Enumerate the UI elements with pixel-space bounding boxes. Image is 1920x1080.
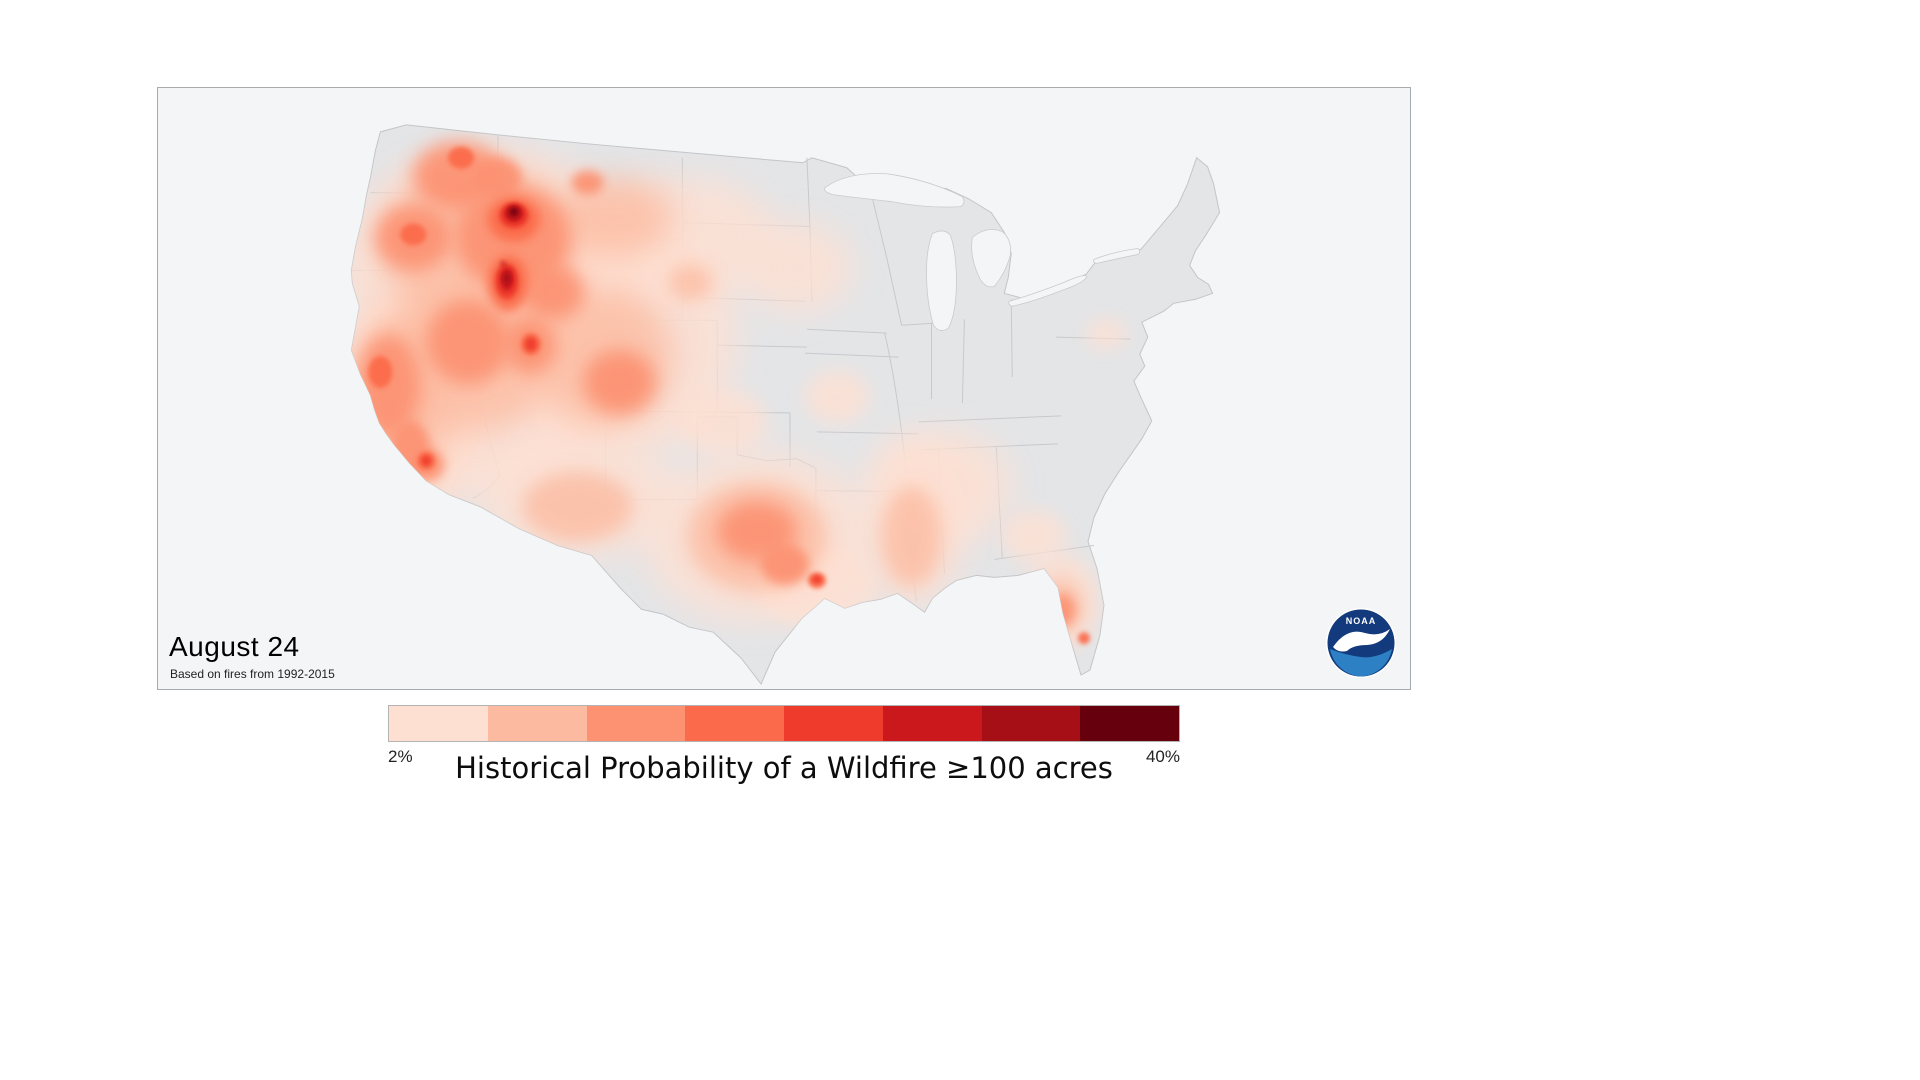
noaa-seagull-icon [1333,629,1390,652]
heat-blob-south-florida [1078,632,1090,645]
heat-blob-idaho-dot [500,261,505,266]
heat-blob-florida-central [1039,578,1084,635]
colorbar-segment [1080,706,1179,741]
colorbar-segment [981,706,1081,741]
heat-blob-colorado [583,350,656,414]
heat-blob-central-utah-core [524,337,537,352]
heat-blob-montana [552,177,673,258]
heat-blob-black-hills [668,264,713,301]
heat-blob-north-cascades [448,146,475,169]
date-label: August 24 [169,631,300,662]
heat-blob-nevada [426,300,510,385]
heat-blob-arkansas [881,486,942,587]
colorbar-segment [586,706,686,741]
colorbar-segment [882,706,982,741]
heat-blob-new-jersey [1085,319,1126,350]
heat-blob-georgia [1002,510,1067,563]
legend: 2% 40% Historical Probability of a Wildf… [388,705,1180,785]
heat-blob-missouri [804,371,869,423]
lake-superior [824,173,965,208]
map-panel: August 24 Based on fires from 1992-2015 … [157,87,1411,690]
colorbar-segment [389,706,488,741]
noaa-logo: NOAA [1326,608,1396,678]
lake-michigan [926,230,957,331]
heat-blob-central-texas [761,544,809,585]
heat-blob-idaho-montana-darkest [510,208,518,216]
legend-title: Historical Probability of a Wildfire ≥10… [455,751,1113,785]
heat-blob-mendocino [368,356,393,389]
lake-ontario [1093,248,1141,264]
heat-blob-san-diego-core [421,455,432,466]
heat-blob-dakotas [742,222,852,313]
lake-erie [1008,275,1088,307]
source-note: Based on fires from 1992-2015 [170,667,335,681]
wildfire-probability-heat-layer [351,141,1126,650]
noaa-logo-text: NOAA [1346,616,1377,626]
heat-blob-idaho-panhandle [474,157,522,198]
colorbar-segment [487,706,587,741]
heat-blob-central-idaho-darker [502,272,511,285]
heat-blob-southeast-idaho [520,264,585,321]
heat-blob-texas-gulf-core [811,575,822,584]
legend-min-label: 2% [388,747,413,766]
heat-blob-kansas [677,389,768,454]
colorbar-segment [685,706,784,741]
lake-huron [971,229,1011,288]
heat-blob-central-oregon [400,223,427,246]
colorbar [388,705,1180,742]
heat-blob-northern-montana [571,170,604,195]
us-wildfire-map [350,124,1221,685]
heat-blob-washington-cascades [413,141,503,210]
colorbar-segment [784,706,883,741]
heat-blob-new-mexico-arizona [522,471,633,542]
legend-max-label: 40% [1145,747,1180,766]
